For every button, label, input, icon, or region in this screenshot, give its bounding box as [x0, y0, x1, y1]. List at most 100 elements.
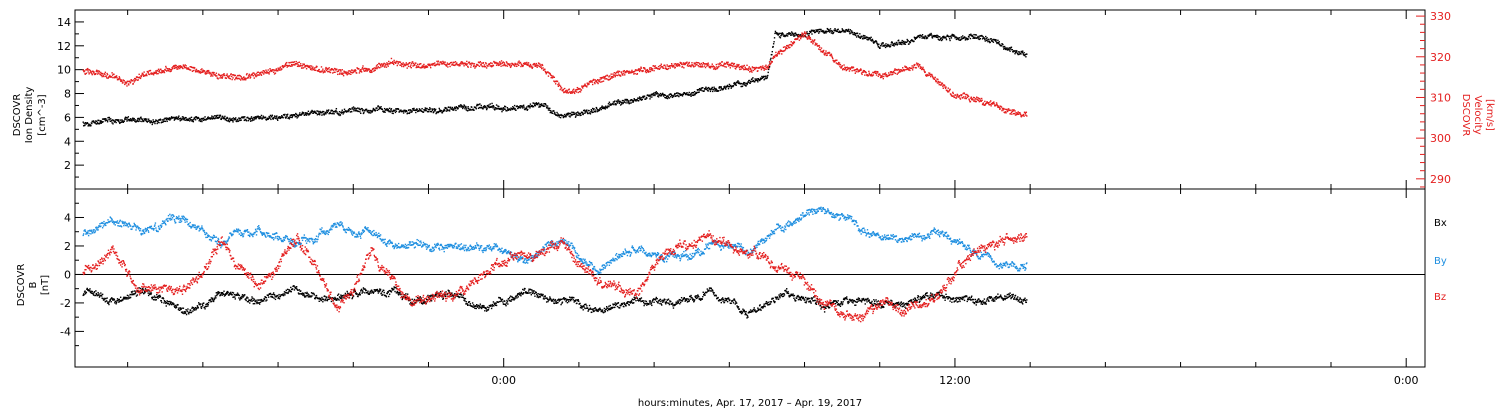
- velocity-point: [744, 66, 746, 69]
- density-point: [582, 113, 584, 116]
- velocity-point: [352, 71, 355, 73]
- velocity-point: [390, 62, 392, 64]
- density-point: [117, 120, 120, 122]
- velocity-point: [511, 62, 514, 65]
- density-point: [219, 115, 221, 118]
- velocity-point: [707, 64, 709, 66]
- density-point: [550, 111, 553, 113]
- density-point: [760, 78, 762, 80]
- density-point: [838, 30, 841, 32]
- velocity-point: [684, 62, 686, 65]
- density-point: [255, 118, 257, 120]
- density-point: [383, 110, 385, 112]
- velocity-point: [550, 74, 553, 77]
- density-point: [189, 120, 191, 122]
- density-point: [857, 34, 859, 37]
- velocity-point: [147, 71, 149, 73]
- density-point: [620, 103, 623, 105]
- density-point: [850, 32, 852, 34]
- velocity-point: [288, 61, 290, 64]
- density-point: [128, 118, 130, 121]
- velocity-point: [493, 61, 496, 63]
- bx-point: [130, 291, 133, 293]
- density-point: [961, 37, 963, 40]
- velocity-point: [597, 82, 599, 85]
- velocity-point: [647, 70, 649, 73]
- bx-point: [374, 290, 377, 292]
- bx-point: [147, 294, 150, 297]
- velocity-point: [826, 54, 829, 56]
- velocity-point: [277, 69, 280, 71]
- bx-point: [369, 290, 372, 292]
- bx-point: [174, 306, 176, 309]
- density-point: [341, 111, 344, 114]
- density-point: [83, 122, 85, 125]
- velocity-point: [122, 82, 124, 84]
- velocity-point: [925, 75, 928, 77]
- velocity-point: [675, 63, 677, 65]
- bx-point: [251, 296, 253, 298]
- velocity-point: [709, 67, 712, 69]
- velocity-point: [648, 70, 650, 72]
- velocity-point: [150, 73, 153, 75]
- bx-point: [106, 302, 109, 304]
- velocity-point: [909, 69, 911, 72]
- density-point: [1003, 47, 1005, 49]
- bx-point: [192, 310, 194, 312]
- density-point: [752, 77, 754, 79]
- velocity-point: [889, 73, 891, 76]
- velocity-point: [370, 71, 372, 74]
- bx-point: [83, 294, 85, 296]
- velocity-point: [154, 72, 157, 74]
- velocity-point: [367, 68, 370, 70]
- density-point: [985, 35, 987, 38]
- density-point: [863, 37, 866, 40]
- density-point: [428, 109, 431, 111]
- density-point: [371, 110, 374, 113]
- density-point: [330, 109, 333, 111]
- density-point: [927, 35, 929, 37]
- density-point: [416, 108, 418, 111]
- bx-point: [239, 299, 241, 301]
- velocity-point: [876, 72, 878, 74]
- bx-point: [310, 296, 312, 298]
- velocity-point: [1017, 111, 1019, 113]
- density-point: [314, 111, 316, 113]
- density-point: [275, 116, 278, 118]
- density-point: [332, 110, 335, 113]
- density-point: [569, 116, 571, 118]
- density-point: [794, 35, 796, 37]
- velocity-point: [544, 70, 547, 73]
- velocity-point: [806, 37, 808, 39]
- velocity-point: [255, 75, 257, 78]
- velocity-point: [574, 90, 577, 92]
- velocity-point: [620, 71, 623, 73]
- bx-point: [97, 294, 100, 296]
- density-point: [890, 44, 892, 46]
- velocity-point: [230, 73, 232, 75]
- density-point: [841, 30, 843, 33]
- density-point: [615, 103, 617, 106]
- bx-point: [168, 300, 170, 303]
- density-point: [161, 119, 164, 121]
- density-point: [386, 109, 389, 112]
- velocity-point: [800, 36, 802, 38]
- velocity-point: [770, 62, 772, 65]
- velocity-point: [387, 63, 389, 65]
- density-point: [425, 108, 427, 110]
- density-point: [886, 45, 889, 47]
- density-point: [489, 103, 491, 105]
- velocity-point: [683, 67, 685, 69]
- velocity-point: [304, 66, 306, 68]
- bx-point: [228, 294, 230, 296]
- velocity-point: [101, 72, 104, 75]
- density-point: [998, 41, 1000, 43]
- velocity-point: [334, 71, 336, 73]
- bx-point: [332, 297, 335, 299]
- density-point: [369, 112, 372, 114]
- velocity-point: [381, 63, 383, 65]
- density-point: [762, 76, 764, 79]
- bx-point: [187, 308, 189, 310]
- density-point: [1006, 49, 1009, 51]
- density-point: [673, 95, 675, 98]
